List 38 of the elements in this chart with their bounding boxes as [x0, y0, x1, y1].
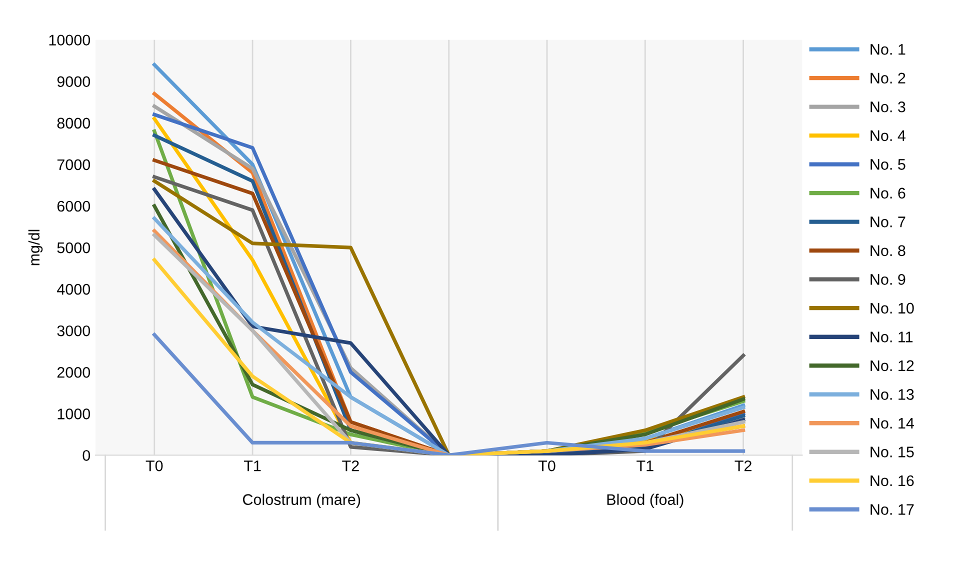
legend-label: No. 12 — [870, 360, 914, 372]
y-tick-label: 2000 — [57, 366, 90, 378]
legend-label: No. 1 — [870, 44, 906, 55]
x-tick-label: T2 — [342, 460, 359, 472]
y-tick-label: 10000 — [49, 34, 90, 46]
legend-label: No. 4 — [870, 130, 906, 142]
text: Colostrum (mare) — [242, 494, 360, 508]
y-tick-label: 5000 — [57, 242, 90, 254]
x-tick-label: T0 — [538, 460, 556, 472]
legend-label: No. 8 — [870, 245, 906, 256]
y-tick-label: 9000 — [57, 76, 90, 88]
legend-label: No. 14 — [870, 418, 914, 429]
legend-label: No. 15 — [870, 446, 914, 458]
legend-label: No. 6 — [870, 188, 906, 199]
legend-label: No. 16 — [870, 475, 914, 486]
x-tick-label: T2 — [734, 460, 752, 472]
y-tick-label: 3000 — [57, 325, 90, 336]
y-tick-label: 8000 — [57, 118, 90, 129]
legend-label: No. 5 — [870, 159, 906, 170]
legend-label: No. 17 — [870, 504, 914, 515]
legend-label: No. 2 — [870, 72, 906, 84]
legend-label: No. 9 — [870, 274, 906, 285]
x-tick-label: T0 — [146, 460, 163, 472]
legend-label: No. 11 — [870, 332, 913, 342]
y-tick-label: 0 — [82, 450, 90, 461]
legend-label: No. 13 — [870, 389, 914, 400]
x-tick-label: T1 — [636, 460, 654, 472]
legend-label: No. 3 — [870, 101, 906, 112]
y-tick-label: 6000 — [57, 200, 90, 212]
line-series — [152, 332, 746, 456]
y-axis-title: mg/dl — [28, 230, 43, 266]
legend-label: No. 7 — [870, 216, 906, 228]
legend-label: No. 10 — [870, 302, 914, 314]
x-tick-label: T1 — [244, 460, 261, 472]
text: Blood (foal) — [607, 494, 684, 508]
y-tick-label: 1000 — [58, 408, 90, 420]
y-tick-label: 7000 — [57, 159, 90, 170]
y-tick-label: 4000 — [57, 284, 90, 295]
